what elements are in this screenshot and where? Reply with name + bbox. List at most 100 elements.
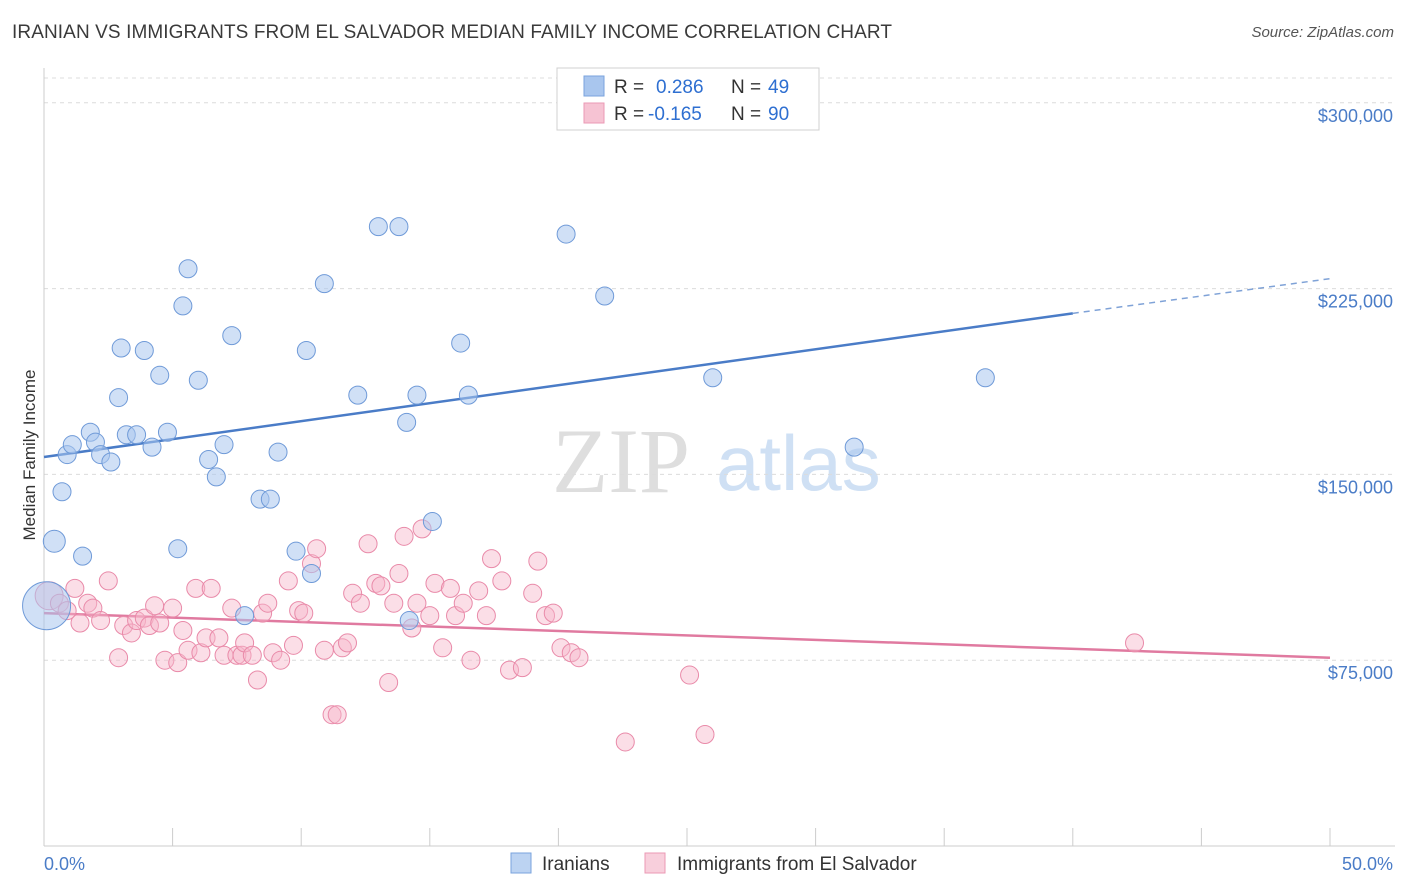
- el-salvador-point: [242, 645, 262, 665]
- el-salvador-point: [366, 573, 386, 593]
- el-salvador-point: [294, 603, 314, 623]
- y-tick-label: $300,000: [1318, 106, 1393, 126]
- iranians-point: [235, 606, 255, 626]
- iranians-point: [399, 611, 419, 631]
- x-tick-label-max: 50.0%: [1342, 854, 1393, 874]
- iranians-point: [127, 425, 147, 445]
- iranians-point: [178, 259, 198, 279]
- bottom-swatch-iranians: [510, 852, 532, 874]
- el-salvador-point: [433, 638, 453, 658]
- chart-source: Source: ZipAtlas.com: [1251, 24, 1394, 41]
- legend-r-value-2: -0.165: [648, 104, 702, 125]
- el-salvador-point: [512, 658, 532, 678]
- axes: [43, 68, 1395, 847]
- el-salvador-point: [65, 578, 85, 598]
- bottom-legend-el-salvador: Immigrants from El Salvador: [677, 854, 917, 875]
- el-salvador-point: [322, 705, 342, 725]
- el-salvador-point: [247, 670, 267, 690]
- chart-title: IRANIAN VS IMMIGRANTS FROM EL SALVADOR M…: [12, 22, 893, 43]
- el-salvador-point: [163, 598, 183, 618]
- iranians-point: [260, 489, 280, 509]
- watermark-zip: ZIP: [552, 410, 690, 512]
- iranians-point: [556, 224, 576, 244]
- iranians-point: [52, 482, 72, 502]
- el-salvador-point: [114, 616, 134, 636]
- el-salvador-point: [680, 665, 700, 685]
- el-salvador-point: [168, 653, 188, 673]
- iranians-point: [458, 385, 478, 405]
- iranians-point: [975, 368, 995, 388]
- el-salvador-point: [425, 573, 445, 593]
- iranians-point: [42, 529, 66, 553]
- el-salvador-point: [109, 648, 129, 668]
- legend-r-value-1: 0.286: [656, 77, 704, 98]
- el-salvador-point: [121, 623, 141, 643]
- el-salvador-point: [615, 732, 635, 752]
- el-salvador-point: [394, 526, 414, 546]
- iranians-point: [111, 338, 131, 358]
- el-salvador-point: [407, 593, 427, 613]
- el-salvador-point: [469, 581, 489, 601]
- el-salvador-point: [350, 593, 370, 613]
- y-axis-label: Median Family Income: [20, 369, 39, 540]
- el-salvador-point: [379, 672, 399, 692]
- el-salvador-point: [98, 571, 118, 591]
- el-salvador-point: [482, 549, 502, 569]
- el-salvador-point: [358, 534, 378, 554]
- el-salvador-point: [492, 571, 512, 591]
- legend-swatch-iranians: [583, 75, 605, 97]
- legend-r-label-1: R =: [614, 77, 644, 98]
- iranians-point: [188, 370, 208, 390]
- el-salvador-point: [263, 643, 283, 663]
- el-salvador-point: [235, 633, 255, 653]
- x-tick-label-min: 0.0%: [44, 854, 85, 874]
- iranians-point: [286, 541, 306, 561]
- el-salvador-point: [201, 578, 221, 598]
- el-salvador-point: [1125, 633, 1145, 653]
- iranians-point: [389, 217, 409, 237]
- legend-n-value-2: 90: [768, 104, 789, 125]
- el-salvador-point: [83, 598, 103, 618]
- iranians-point: [314, 274, 334, 294]
- el-salvador-point: [453, 593, 473, 613]
- el-salvador-point: [343, 583, 363, 603]
- iranians-point: [150, 365, 170, 385]
- legend-n-label-1: N =: [731, 77, 761, 98]
- el-salvador-point: [440, 578, 460, 598]
- iranians-point: [368, 217, 388, 237]
- el-salvador-point: [227, 645, 247, 665]
- el-salvador-point: [446, 606, 466, 626]
- el-salvador-point: [145, 596, 165, 616]
- iranians-point: [168, 539, 188, 559]
- el-salvador-point: [289, 601, 309, 621]
- iranians-point: [173, 296, 193, 316]
- el-salvador-point: [461, 650, 481, 670]
- iranians-point: [844, 437, 864, 457]
- el-salvador-point: [327, 705, 347, 725]
- el-salvador-point: [371, 576, 391, 596]
- iranians-point: [451, 333, 471, 353]
- iranians-point: [268, 442, 288, 462]
- iranians-point: [407, 385, 427, 405]
- el-salvador-point: [420, 606, 440, 626]
- legend-swatch-el-salvador: [583, 102, 605, 124]
- tick-labels: $75,000 $150,000 $225,000 $300,000 0.0% 50.0%: [44, 106, 1393, 874]
- el-salvador-point: [70, 613, 90, 633]
- el-salvador-point: [258, 593, 278, 613]
- el-salvador-point: [127, 611, 147, 631]
- el-salvador-point: [173, 620, 193, 640]
- iranians-trend-line: [43, 312, 1073, 459]
- legend-n-value-1: 49: [768, 77, 789, 98]
- iranians-point: [199, 450, 219, 470]
- iranians-point: [348, 385, 368, 405]
- el-salvador-point: [337, 633, 357, 653]
- legend-r-label-2: R =: [614, 104, 644, 125]
- el-salvador-point: [209, 628, 229, 648]
- series-legend: Iranians Immigrants from El Salvador: [510, 852, 917, 875]
- el-salvador-point: [476, 606, 496, 626]
- el-salvador-point: [278, 571, 298, 591]
- iranians-point: [296, 341, 316, 361]
- correlation-legend: R = 0.286 N = 49 R = -0.165 N = 90: [556, 67, 820, 131]
- bottom-legend-iranians: Iranians: [542, 854, 610, 875]
